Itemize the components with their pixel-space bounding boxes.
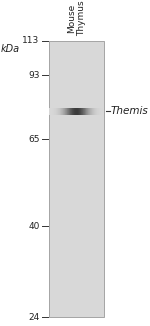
Text: 24: 24 — [28, 313, 40, 322]
Bar — [56, 108, 57, 115]
Bar — [84, 108, 85, 115]
Bar — [75, 108, 76, 115]
Bar — [54, 108, 55, 115]
Bar — [89, 108, 90, 115]
Bar — [96, 108, 97, 115]
Text: 65: 65 — [28, 135, 40, 144]
Bar — [50, 108, 51, 115]
Bar — [58, 108, 59, 115]
Bar — [85, 108, 86, 115]
Bar — [88, 108, 89, 115]
Bar — [76, 108, 77, 115]
Text: Themis: Themis — [111, 107, 149, 116]
Bar — [95, 108, 96, 115]
Bar — [69, 108, 70, 115]
Bar — [86, 108, 87, 115]
Bar — [94, 108, 95, 115]
Bar — [77, 108, 78, 115]
Bar — [102, 108, 103, 115]
Bar — [73, 108, 74, 115]
Bar — [79, 108, 80, 115]
Bar — [83, 108, 84, 115]
Bar — [87, 108, 88, 115]
Bar — [64, 108, 65, 115]
Text: 113: 113 — [22, 36, 40, 45]
Bar — [57, 108, 58, 115]
Bar — [59, 108, 60, 115]
Bar — [93, 108, 94, 115]
Bar — [104, 108, 105, 115]
Bar — [60, 108, 61, 115]
Bar — [49, 108, 50, 115]
Bar — [97, 108, 98, 115]
Bar — [65, 108, 66, 115]
Bar — [100, 108, 101, 115]
Bar — [72, 108, 73, 115]
Bar — [80, 108, 81, 115]
Bar — [49, 41, 105, 317]
Bar — [90, 108, 91, 115]
Text: 93: 93 — [28, 71, 40, 80]
Bar — [74, 108, 75, 115]
Bar — [61, 108, 62, 115]
Text: Mouse
Thymus: Mouse Thymus — [67, 1, 86, 36]
Bar — [78, 108, 79, 115]
Bar — [91, 108, 92, 115]
Bar — [66, 108, 67, 115]
Bar — [98, 108, 99, 115]
Bar — [82, 108, 83, 115]
Text: 40: 40 — [28, 221, 40, 230]
Bar — [51, 108, 52, 115]
Bar — [101, 108, 102, 115]
Bar — [103, 108, 104, 115]
Bar — [81, 108, 82, 115]
Bar — [82, 108, 83, 115]
Bar — [68, 108, 69, 115]
Bar — [92, 108, 93, 115]
Bar — [71, 108, 72, 115]
Bar — [70, 108, 71, 115]
Bar — [53, 108, 54, 115]
Text: kDa: kDa — [1, 44, 20, 54]
Bar — [62, 108, 63, 115]
Bar — [55, 108, 56, 115]
Bar — [63, 108, 64, 115]
Bar — [99, 108, 100, 115]
Bar — [67, 108, 68, 115]
Bar — [52, 108, 53, 115]
